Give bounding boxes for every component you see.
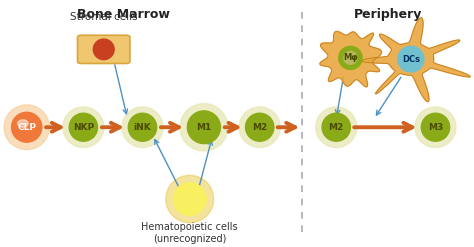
- Ellipse shape: [69, 113, 98, 141]
- Ellipse shape: [4, 105, 49, 150]
- Ellipse shape: [63, 107, 104, 147]
- Text: M2: M2: [328, 123, 344, 132]
- Ellipse shape: [239, 107, 280, 147]
- Text: M2: M2: [252, 123, 267, 132]
- Text: DCs: DCs: [402, 55, 420, 64]
- Ellipse shape: [421, 113, 450, 141]
- Text: Mφ: Mφ: [343, 53, 358, 62]
- Ellipse shape: [11, 112, 42, 142]
- Text: Bone Marrow: Bone Marrow: [77, 8, 170, 21]
- Polygon shape: [320, 31, 382, 87]
- Ellipse shape: [415, 107, 456, 147]
- Ellipse shape: [93, 39, 114, 60]
- Text: M1: M1: [196, 123, 211, 132]
- Ellipse shape: [18, 120, 28, 127]
- Ellipse shape: [166, 175, 214, 223]
- Ellipse shape: [344, 51, 357, 64]
- Text: Hematopoietic cells
(unrecognized): Hematopoietic cells (unrecognized): [141, 222, 238, 244]
- Ellipse shape: [398, 46, 424, 72]
- Ellipse shape: [187, 111, 220, 144]
- Text: Stromal cells: Stromal cells: [70, 12, 137, 21]
- Text: CLP: CLP: [17, 123, 36, 132]
- Ellipse shape: [122, 107, 163, 147]
- Ellipse shape: [339, 46, 362, 69]
- Ellipse shape: [128, 113, 156, 141]
- Ellipse shape: [322, 113, 350, 141]
- FancyBboxPatch shape: [77, 35, 130, 63]
- Text: Periphery: Periphery: [354, 8, 422, 21]
- Text: iNK: iNK: [134, 123, 151, 132]
- Ellipse shape: [246, 113, 274, 141]
- Ellipse shape: [173, 183, 206, 215]
- Ellipse shape: [180, 103, 228, 151]
- Text: NKP: NKP: [73, 123, 94, 132]
- Text: M3: M3: [428, 123, 443, 132]
- Ellipse shape: [316, 107, 357, 147]
- Polygon shape: [362, 18, 470, 102]
